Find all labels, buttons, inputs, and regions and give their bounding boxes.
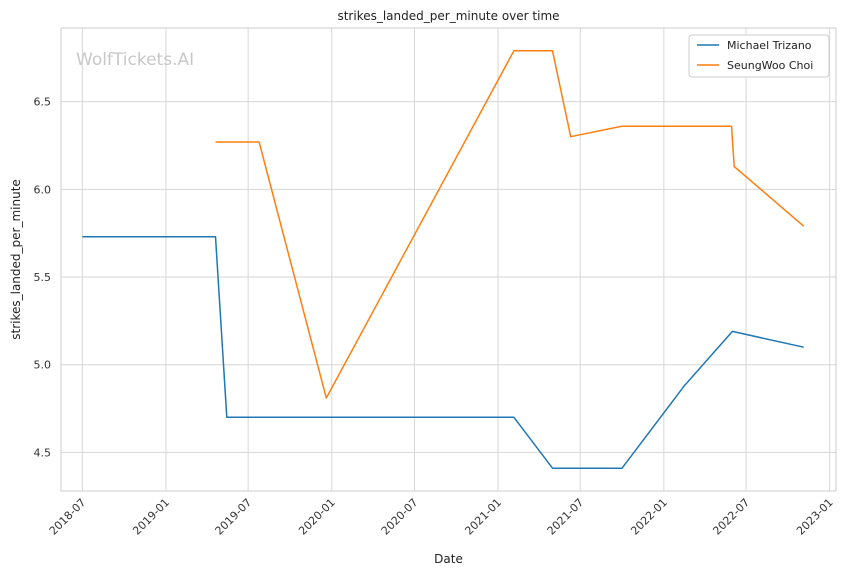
series-line [82,235,804,469]
legend: Michael Trizano SeungWoo Choi [688,34,830,78]
legend-label: SeungWoo Choi [727,59,813,72]
watermark: WolfTickets.AI [76,50,194,70]
series-line [215,50,805,399]
y-tick-label: 5.0 [34,359,52,372]
chart-title: strikes_landed_per_minute over time [337,9,559,23]
x-axis-label: Date [434,552,463,566]
y-tick-label: 6.0 [34,183,52,196]
y-tick-label: 5.5 [34,271,52,284]
legend-label: Michael Trizano [727,39,812,52]
legend-box [688,34,830,78]
y-axis-label: strikes_landed_per_minute [9,179,23,340]
y-tick-label: 4.5 [34,446,52,459]
series-layer [82,50,805,469]
plot-frame [60,27,837,492]
y-tick-label: 6.5 [34,96,52,109]
